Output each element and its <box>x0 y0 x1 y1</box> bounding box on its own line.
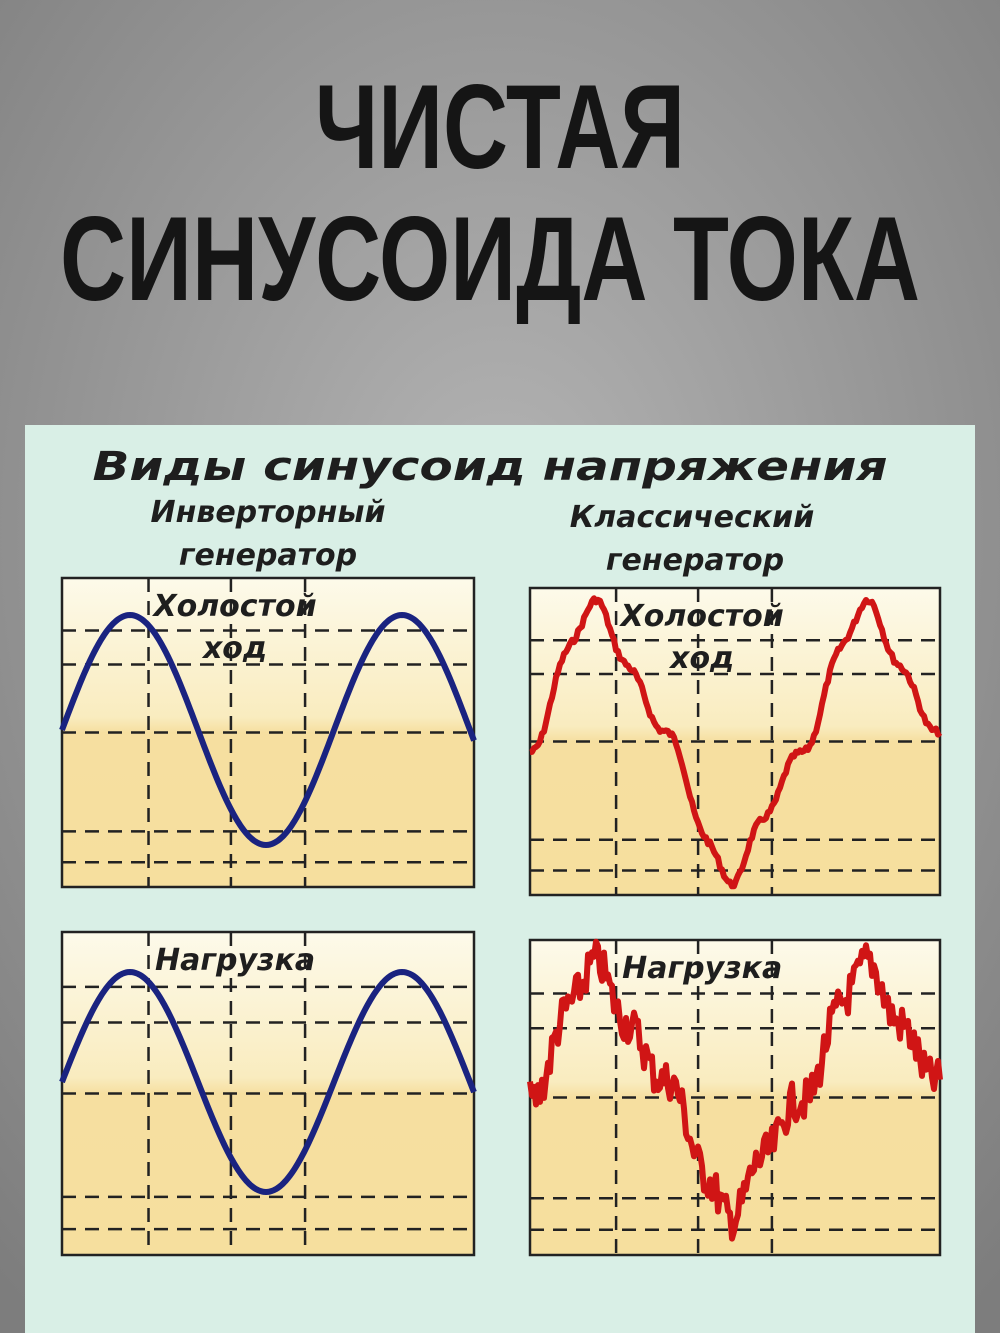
column-label: генератор <box>179 538 357 573</box>
panel-title: Виды синусоид напряжения <box>93 444 888 490</box>
waveform <box>529 595 943 890</box>
waveform <box>527 938 943 1242</box>
waveform <box>59 969 477 1195</box>
title-line: СИНУСОИДА ТОКА <box>60 192 920 326</box>
plot-area <box>528 938 942 1257</box>
plot-label: Холостой <box>619 599 784 634</box>
plot-label: ход <box>668 641 734 676</box>
plot-label: Нагрузка <box>622 951 782 986</box>
title-line: ЧИСТАЯ <box>315 60 685 194</box>
plot-area <box>60 930 476 1257</box>
plot-label: Холостой <box>151 589 316 624</box>
plot-label: Нагрузка <box>155 943 315 978</box>
column-label: Инверторный <box>151 495 386 530</box>
column-label: Классический <box>570 500 814 535</box>
plot-label: ход <box>201 631 267 666</box>
plot-area <box>528 586 942 897</box>
waveform <box>59 612 477 848</box>
plot-area <box>60 576 476 889</box>
column-label: генератор <box>606 543 784 578</box>
